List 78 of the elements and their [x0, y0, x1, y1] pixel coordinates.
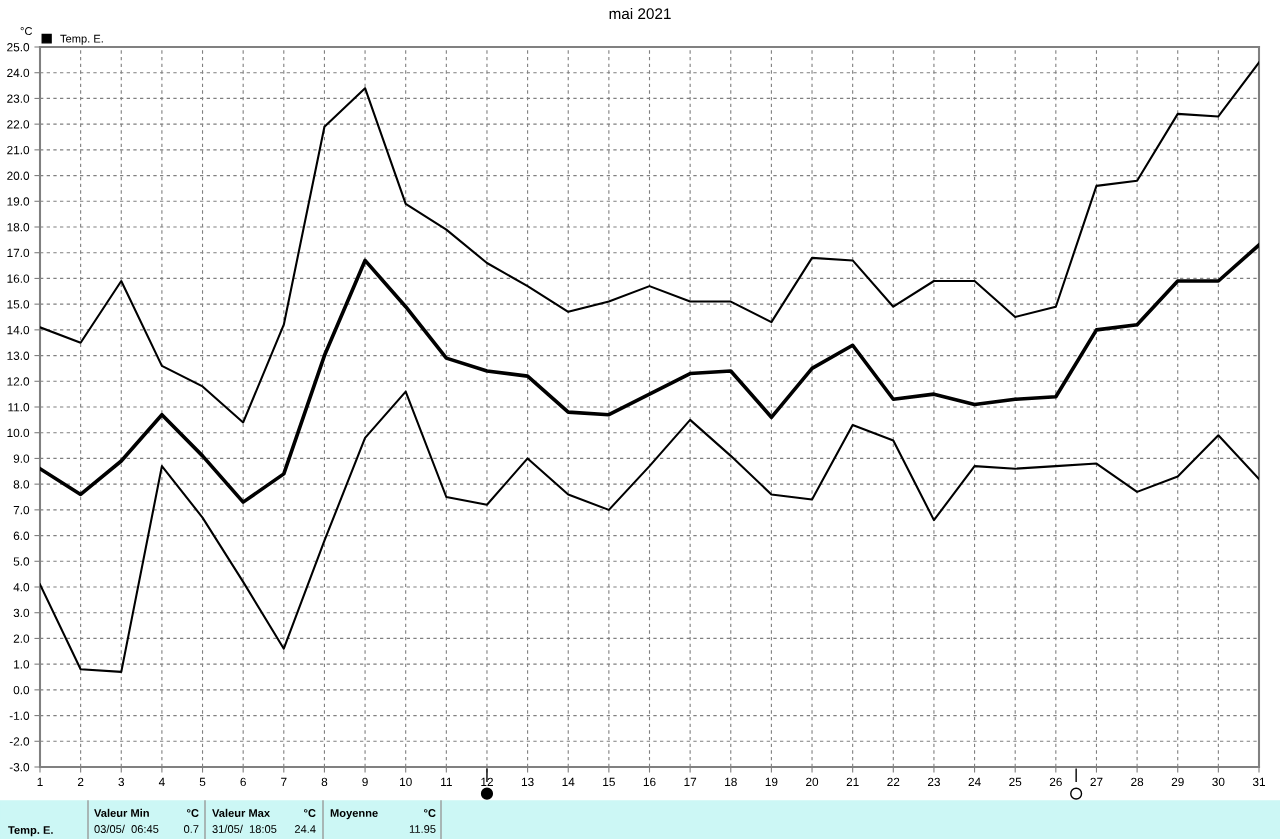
y-tick-label: 3.0	[13, 608, 30, 618]
legend-label: Temp. E.	[60, 34, 103, 45]
y-tick-label: 8.0	[13, 480, 30, 489]
x-tick-label: 6	[240, 777, 246, 787]
text: Moyenne	[330, 809, 378, 820]
x-tick-label: 25	[1009, 777, 1022, 787]
text: 11.95	[409, 825, 436, 833]
x-tick-label: 15	[603, 777, 615, 787]
x-tick-label: 22	[887, 777, 900, 786]
text: Valeur Min	[94, 808, 149, 817]
y-tick-label: 6.0	[13, 531, 30, 540]
x-tick-label: 30	[1212, 777, 1225, 787]
y-tick-label: 5.0	[13, 557, 30, 566]
y-tick-label: 25.0	[7, 43, 30, 52]
x-tick-label: 12	[481, 777, 493, 786]
y-tick-label: 22.0	[7, 120, 30, 129]
line-series	[40, 61, 1259, 424]
y-tick-label: -2.0	[9, 737, 30, 746]
x-tick-label: 17	[684, 777, 697, 786]
y-tick-label: 2.0	[13, 634, 30, 643]
x-tick-label: 7	[281, 777, 287, 786]
x-tick-label: 4	[158, 777, 165, 786]
x-tick-label: 24	[968, 777, 981, 786]
x-tick-label: 28	[1131, 777, 1144, 787]
text: Temp. E.	[8, 826, 53, 837]
text: Valeur Max	[212, 808, 270, 817]
y-tick-label: -1.0	[9, 711, 30, 720]
y-tick-label: 18.0	[7, 223, 30, 232]
y-tick-label: 19.0	[7, 197, 30, 206]
x-tick-label: 10	[400, 777, 412, 787]
y-tick-label: 11.0	[8, 403, 30, 412]
y-tick-label: 20.0	[7, 171, 30, 180]
x-tick-label: 5	[199, 777, 206, 787]
x-tick-label: 21	[846, 777, 859, 786]
y-tick-label: 10.0	[7, 428, 30, 438]
y-tick-label: 14.0	[7, 325, 30, 335]
x-tick-label: 26	[1049, 777, 1062, 787]
x-tick-label: 31	[1252, 777, 1265, 787]
text: °C	[424, 809, 436, 817]
y-tick-label: 21.0	[7, 145, 30, 155]
x-tick-label: 11	[441, 777, 452, 786]
y-tick-label: 16.0	[7, 274, 30, 283]
y-tick-label: 7.0	[13, 505, 30, 515]
text: 31/05/ 18:05	[212, 824, 277, 833]
y-tick-label: 1.0	[14, 660, 30, 669]
line-series	[40, 390, 1259, 673]
y-tick-label: 17.0	[7, 248, 30, 258]
y-tick-label: 0.0	[13, 685, 30, 695]
y-tick-label: 12.0	[7, 377, 30, 386]
x-tick-label: 2	[77, 777, 84, 786]
chart-title: mai 2021	[609, 7, 671, 20]
y-tick-label: -3.0	[9, 763, 30, 772]
y-tick-label: 15.0	[7, 300, 30, 309]
text: 03/05/ 06:45	[94, 824, 159, 833]
text: 24.4	[294, 825, 316, 833]
y-tick-label: 9.0	[13, 454, 30, 463]
x-tick-label: 19	[765, 777, 778, 787]
line-series	[40, 243, 1259, 504]
text: °C	[187, 809, 199, 817]
y-tick-label: 4.0	[13, 583, 30, 592]
y-tick-label: 23.0	[7, 94, 30, 103]
x-tick-label: 13	[521, 777, 534, 787]
y-tick-label: 13.0	[7, 351, 30, 360]
x-tick-label: 3	[118, 777, 125, 787]
x-tick-label: 16	[643, 777, 656, 787]
x-tick-label: 1	[37, 777, 43, 786]
x-tick-label: 27	[1090, 777, 1103, 786]
y-axis-title: °C	[20, 27, 33, 35]
x-tick-label: 23	[927, 777, 940, 787]
x-tick-label: 14	[562, 777, 575, 786]
text: 0.7	[183, 825, 199, 833]
y-tick-label: 24.0	[7, 68, 30, 78]
x-tick-label: 29	[1171, 777, 1184, 787]
text: °C	[304, 809, 316, 817]
x-tick-label: 20	[806, 777, 819, 787]
x-tick-label: 18	[725, 777, 737, 787]
x-tick-label: 9	[362, 777, 368, 787]
x-tick-label: 8	[321, 777, 328, 787]
